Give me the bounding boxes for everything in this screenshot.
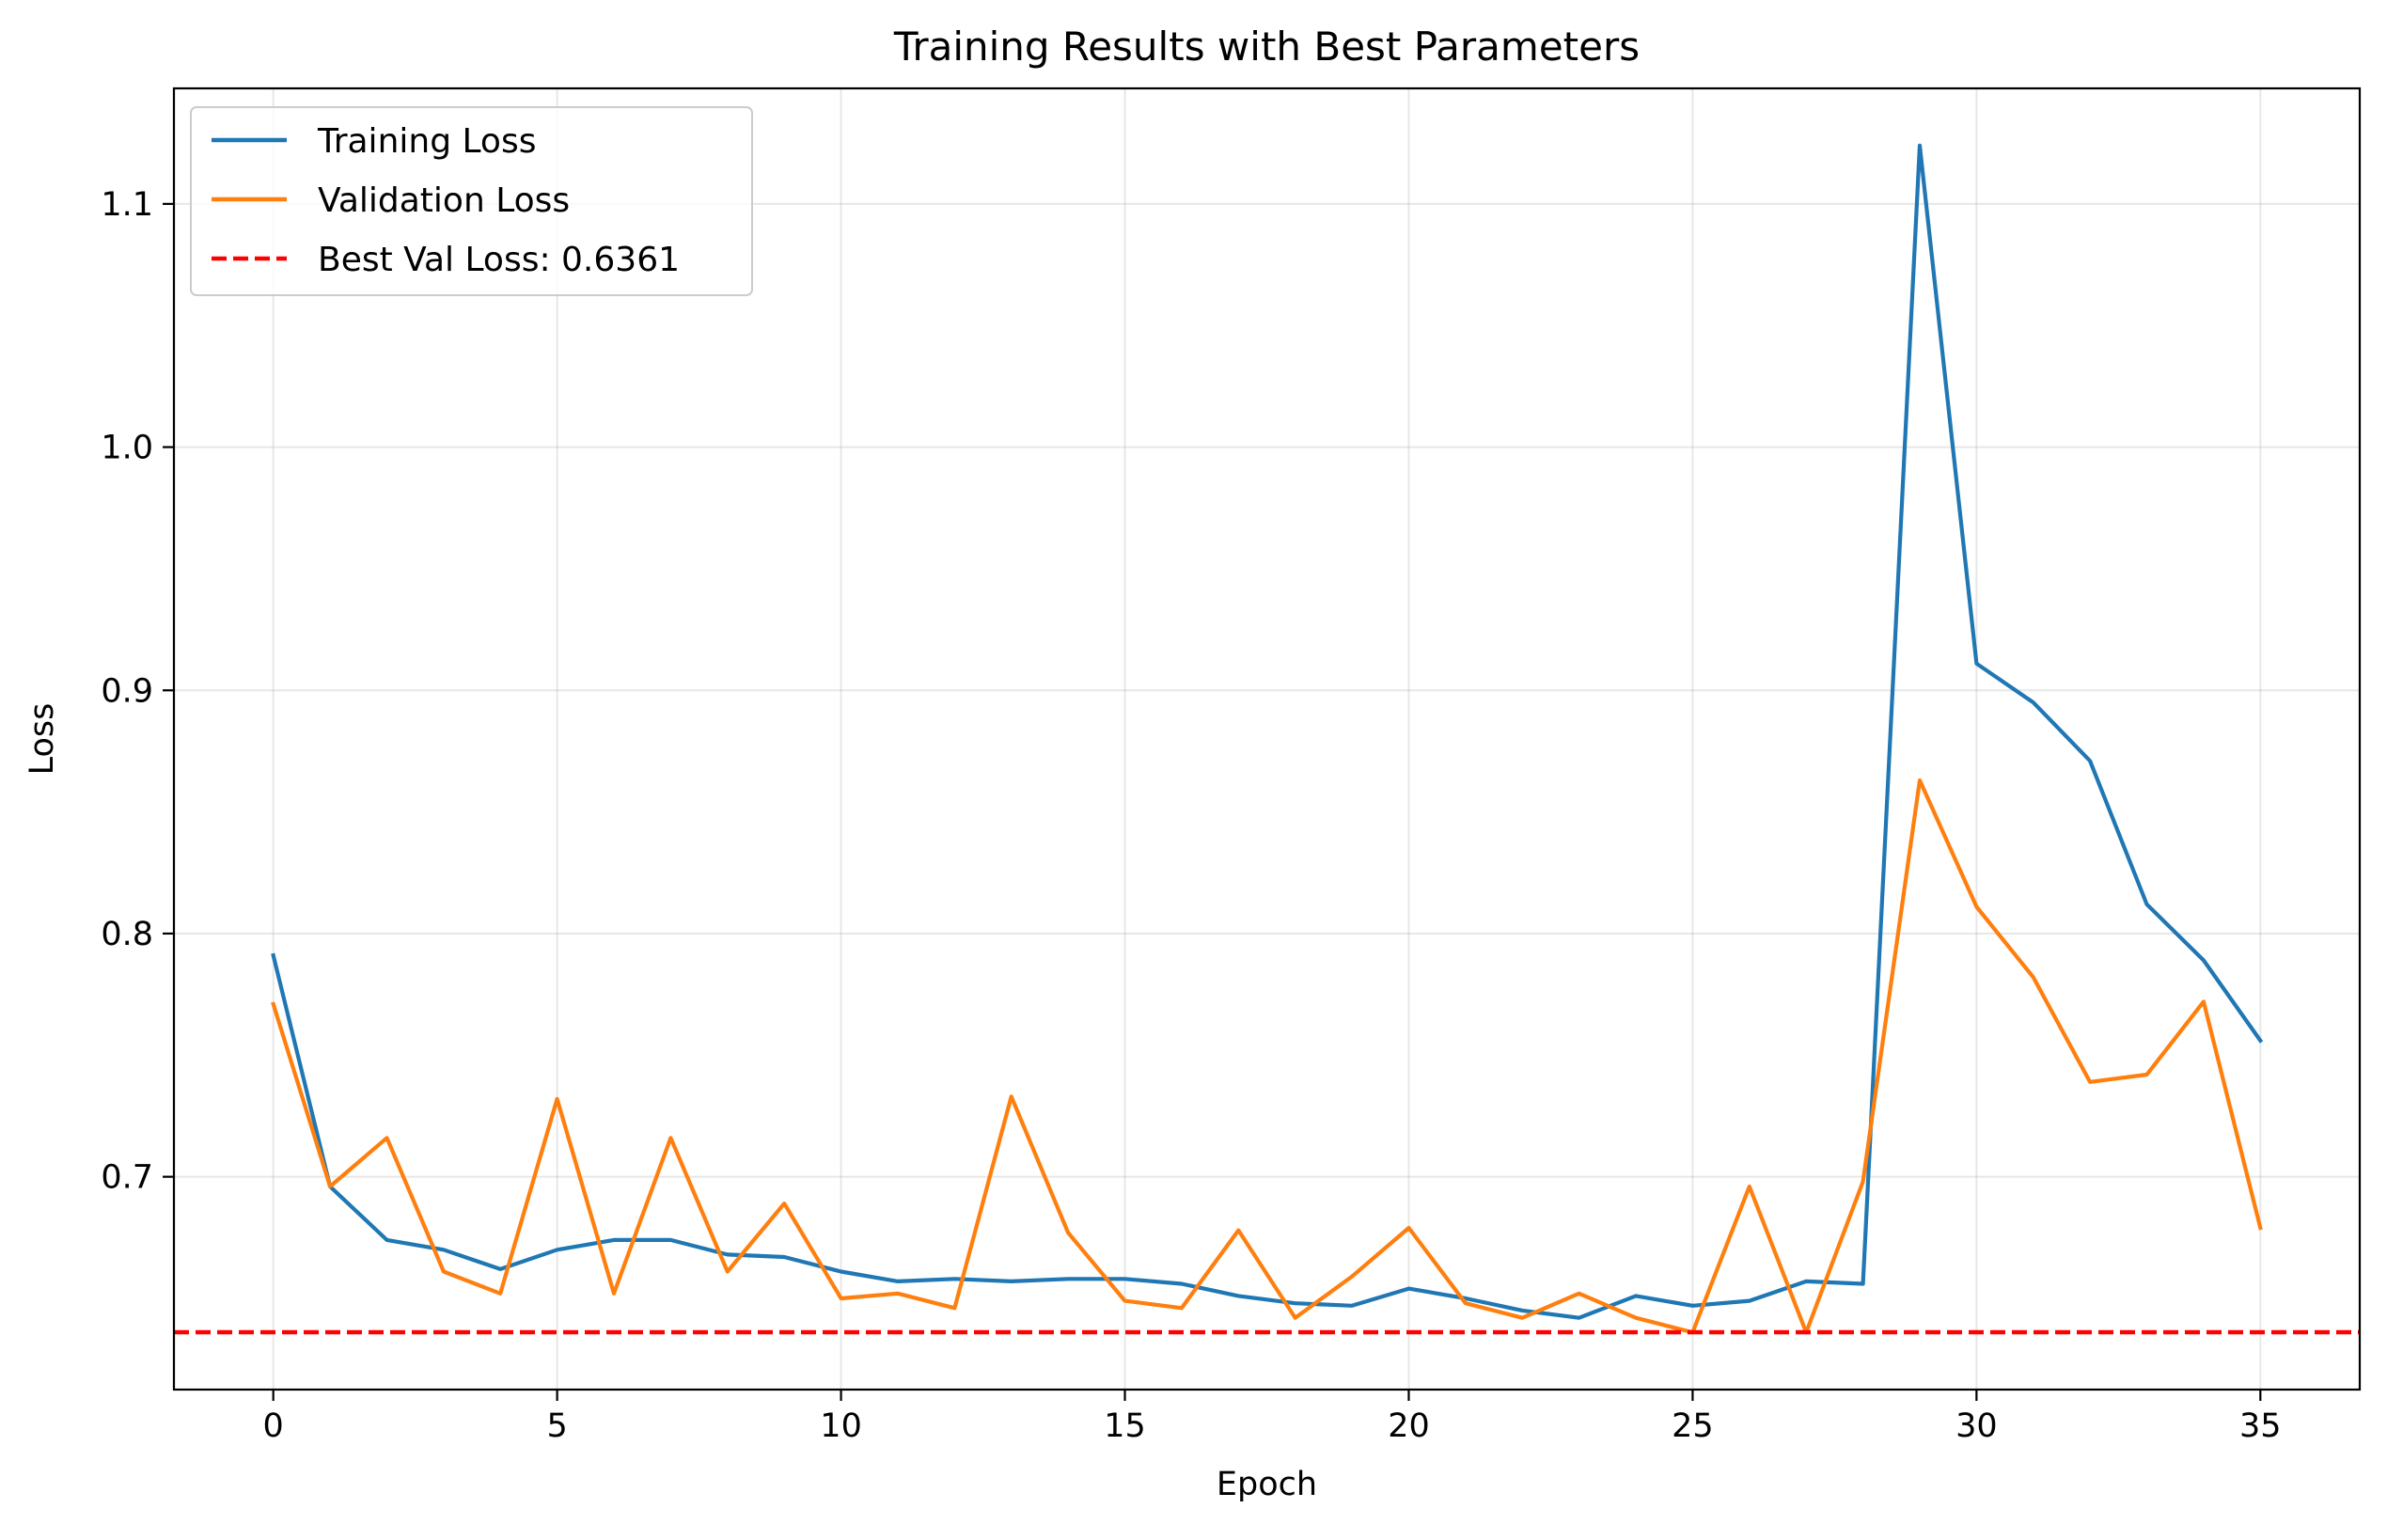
series-line-training-loss	[271, 143, 2264, 1320]
y-tick-label-3: 1.0	[101, 430, 153, 467]
series-line-validation-loss	[271, 778, 2263, 1335]
plot-frame	[172, 86, 2362, 1391]
x-tick-label-4: 20	[1388, 1407, 1430, 1445]
x-axis-label: Epoch	[1217, 1466, 1317, 1503]
x-tick-label-2: 10	[820, 1407, 862, 1445]
x-tick-label-6: 30	[1955, 1407, 1998, 1445]
legend-label-best-val-loss: Best Val Loss: 0.6361	[318, 241, 680, 279]
legend-label-validation-loss: Validation Loss	[318, 181, 570, 220]
x-tick-label-7: 35	[2239, 1407, 2282, 1445]
chart-title: Training Results with Best Parameters	[893, 24, 1640, 70]
y-tick-label-1: 0.8	[101, 916, 153, 953]
series-lines	[174, 143, 2360, 1335]
x-tick-label-0: 0	[263, 1407, 284, 1445]
legend-box	[190, 106, 753, 296]
legend-label-training-loss: Training Loss	[317, 122, 536, 161]
axes	[172, 86, 2362, 1391]
legend: Training Loss Validation Loss Best Val L…	[190, 106, 753, 296]
ticks: 0 5 10 15 20 25 30 35 0.7 0.8 0.9 1.0 1.1	[101, 186, 2281, 1445]
x-tick-label-3: 15	[1104, 1407, 1146, 1445]
y-tick-label-2: 0.9	[101, 672, 153, 710]
x-tick-label-1: 5	[546, 1407, 567, 1445]
x-tick-label-5: 25	[1672, 1407, 1714, 1445]
y-tick-label-4: 1.1	[101, 186, 153, 224]
y-axis-label: Loss	[24, 703, 61, 776]
y-tick-label-0: 0.7	[101, 1159, 153, 1197]
grid	[174, 88, 2360, 1390]
